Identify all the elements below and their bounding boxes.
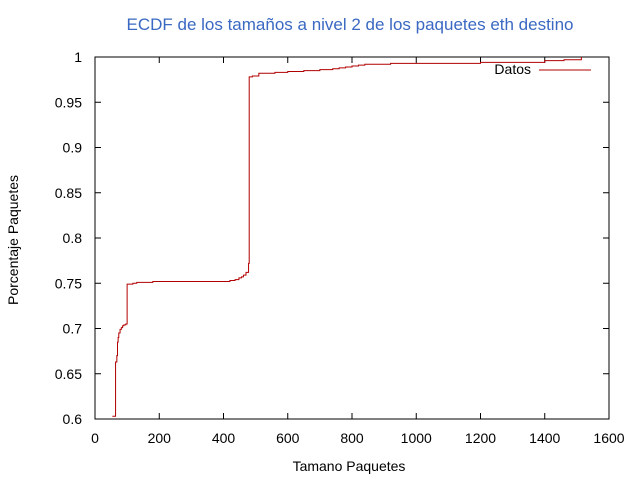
x-tick-label-7: 1400 <box>529 430 560 446</box>
y-tick-label-8: 1 <box>74 49 82 65</box>
x-tick-label-3: 600 <box>276 430 300 446</box>
x-tick-label-4: 800 <box>340 430 364 446</box>
y-axis-label: Porcentaje Paquetes <box>5 175 21 305</box>
y-tick-label-4: 0.8 <box>63 230 83 246</box>
legend: Datos <box>494 61 591 77</box>
x-tick-label-1: 200 <box>148 430 172 446</box>
y-tick-label-0: 0.6 <box>63 411 83 427</box>
x-tick-label-5: 1000 <box>401 430 432 446</box>
y-tick-label-2: 0.7 <box>63 321 83 337</box>
plot-frame <box>94 56 610 420</box>
y-tick-label-1: 0.65 <box>55 366 82 382</box>
x-tick-label-8: 1600 <box>593 430 624 446</box>
series-line-0 <box>112 57 582 417</box>
y-tick-label-5: 0.85 <box>55 185 82 201</box>
x-tick-label-2: 400 <box>212 430 236 446</box>
x-tick-label-6: 1200 <box>465 430 496 446</box>
y-tick-label-3: 0.75 <box>55 275 82 291</box>
y-tick-label-7: 0.95 <box>55 94 82 110</box>
plot-area <box>94 56 610 420</box>
chart-title: ECDF de los tamaños a nivel 2 de los paq… <box>127 15 574 34</box>
y-tick-label-6: 0.9 <box>63 140 83 156</box>
series-layer <box>112 57 582 417</box>
y-axis: 0.6 0.65 0.7 0.75 0.8 0.85 0.9 0.95 1 <box>55 49 609 427</box>
x-axis: 0 200 400 600 800 1000 1200 1400 1600 <box>91 57 625 446</box>
x-tick-label-0: 0 <box>91 430 99 446</box>
x-axis-label: Tamano Paquetes <box>293 458 406 474</box>
legend-label: Datos <box>494 61 531 77</box>
